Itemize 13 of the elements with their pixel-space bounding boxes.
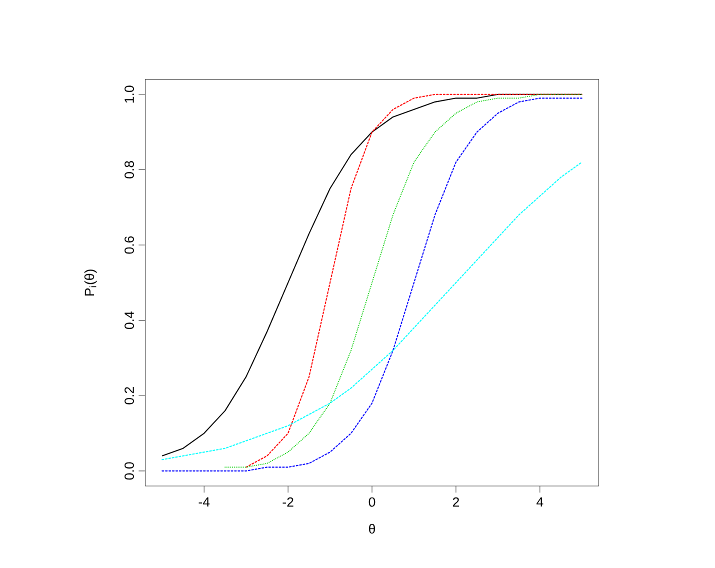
x-tick-label: 4 [536, 497, 544, 506]
y-tick-label: 0.4 [124, 311, 134, 330]
x-tick-label: 2 [452, 497, 459, 507]
y-tick-label: 1.0 [124, 86, 134, 103]
y-tick-label: 0.6 [124, 236, 134, 254]
x-tick-label: -4 [198, 497, 210, 506]
y-tick-label: 0.0 [124, 462, 134, 480]
y-tick-label: 0.2 [124, 387, 134, 404]
x-tick-label: -2 [282, 497, 294, 507]
y-axis-title: P$_{i}$(θ) [84, 270, 97, 296]
x-tick-label: 0 [368, 497, 376, 507]
y-tick-label: 0.8 [124, 161, 134, 178]
x-axis-title: θ [368, 524, 376, 534]
